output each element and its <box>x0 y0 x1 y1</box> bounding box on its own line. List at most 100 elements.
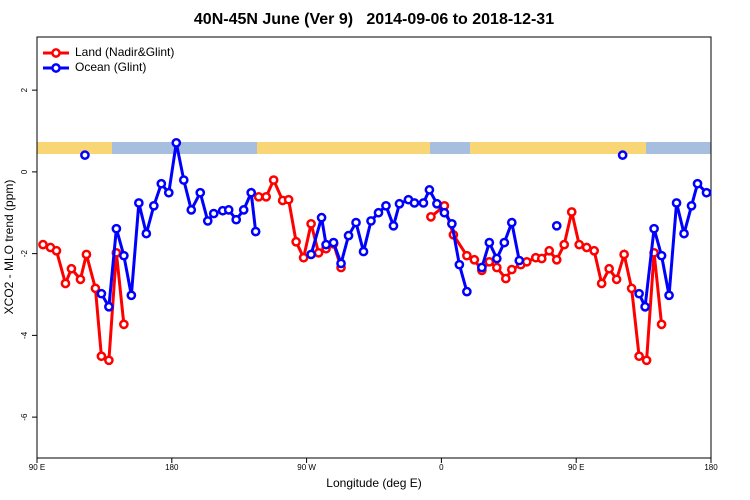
y-tick-label: -2 <box>20 250 29 258</box>
legend: Land (Nadir&Glint)Ocean (Glint) <box>43 45 174 74</box>
legend-label: Land (Nadir&Glint) <box>75 45 174 59</box>
data-point <box>544 245 555 256</box>
data-point <box>409 198 420 208</box>
data-point <box>589 245 600 256</box>
data-point <box>641 355 652 366</box>
data-point <box>38 239 48 250</box>
data-point <box>366 216 376 226</box>
data-point <box>80 150 90 160</box>
y-tick-label: 0 <box>20 169 29 174</box>
data-point <box>119 250 129 261</box>
data-point <box>291 236 301 247</box>
strip-land <box>528 142 646 154</box>
data-point <box>394 198 405 209</box>
data-point <box>163 187 174 198</box>
data-point <box>60 278 71 289</box>
data-point <box>619 249 629 260</box>
data-point <box>298 252 309 263</box>
data-point <box>581 242 592 253</box>
series <box>80 138 712 313</box>
series-line <box>258 176 343 268</box>
data-point <box>261 191 272 202</box>
data-point <box>381 200 391 211</box>
data-point <box>634 351 644 362</box>
data-point <box>634 288 644 299</box>
data-point <box>439 207 450 218</box>
y-tick-label: 2 <box>20 87 29 92</box>
y-tick-label: -4 <box>20 331 29 339</box>
data-point <box>202 216 213 226</box>
data-point <box>358 246 369 257</box>
data-point <box>208 208 219 219</box>
data-point <box>462 286 472 297</box>
data-point <box>388 220 399 231</box>
data-point <box>426 211 436 222</box>
data-point <box>148 200 159 211</box>
data-point <box>500 273 511 284</box>
data-point <box>313 247 324 258</box>
data-point <box>321 239 331 250</box>
data-point <box>141 228 152 239</box>
data-point <box>111 223 122 234</box>
data-point <box>521 256 532 267</box>
data-point <box>476 262 487 273</box>
data-point <box>692 178 703 189</box>
data-point <box>447 218 457 229</box>
data-point <box>90 283 101 294</box>
data-point <box>551 254 562 265</box>
data-point <box>432 198 442 209</box>
data-point <box>253 191 264 202</box>
data-point <box>336 258 346 269</box>
data-point <box>499 237 510 248</box>
data-point <box>491 262 502 273</box>
data-point <box>328 237 339 248</box>
y-tick-label: -6 <box>20 413 29 421</box>
data-point <box>96 351 107 362</box>
data-point <box>611 274 622 285</box>
data-point <box>104 301 114 312</box>
data-point <box>664 290 674 301</box>
data-point <box>604 263 615 274</box>
data-point <box>246 187 257 198</box>
data-point <box>679 228 689 239</box>
data-point <box>559 239 570 250</box>
data-point <box>306 218 316 229</box>
x-tick-label: 0 <box>439 463 444 472</box>
land-ocean-strip <box>37 142 711 154</box>
data-point <box>250 226 261 237</box>
data-point <box>66 263 77 274</box>
series-line <box>100 142 258 312</box>
data-point <box>104 355 114 366</box>
data-point <box>186 205 197 215</box>
data-point <box>514 255 525 266</box>
data-point <box>617 150 628 160</box>
data-point <box>178 175 189 185</box>
data-point <box>596 278 607 289</box>
data-point <box>491 253 502 264</box>
data-point <box>574 239 585 250</box>
data-point <box>126 290 137 301</box>
data-point <box>223 205 234 215</box>
x-tick-label: 90 E <box>568 463 584 472</box>
data-point <box>626 283 637 294</box>
data-point <box>506 264 517 275</box>
x-tick-label: 90 W <box>297 463 316 472</box>
data-point <box>656 319 667 330</box>
data-point <box>75 274 86 285</box>
data-point <box>283 194 294 205</box>
legend-label: Ocean (Glint) <box>75 60 146 74</box>
data-point <box>656 250 667 261</box>
x-tick-label: 90 E <box>29 463 45 472</box>
data-point <box>640 301 650 312</box>
data-point <box>316 212 327 223</box>
data-point <box>686 200 697 211</box>
data-point <box>701 187 712 198</box>
data-point <box>231 214 242 225</box>
data-point <box>424 185 435 195</box>
strip-land <box>257 142 430 154</box>
data-point <box>671 198 682 208</box>
data-point <box>268 175 279 185</box>
data-point <box>649 223 659 234</box>
data-point <box>96 288 107 299</box>
